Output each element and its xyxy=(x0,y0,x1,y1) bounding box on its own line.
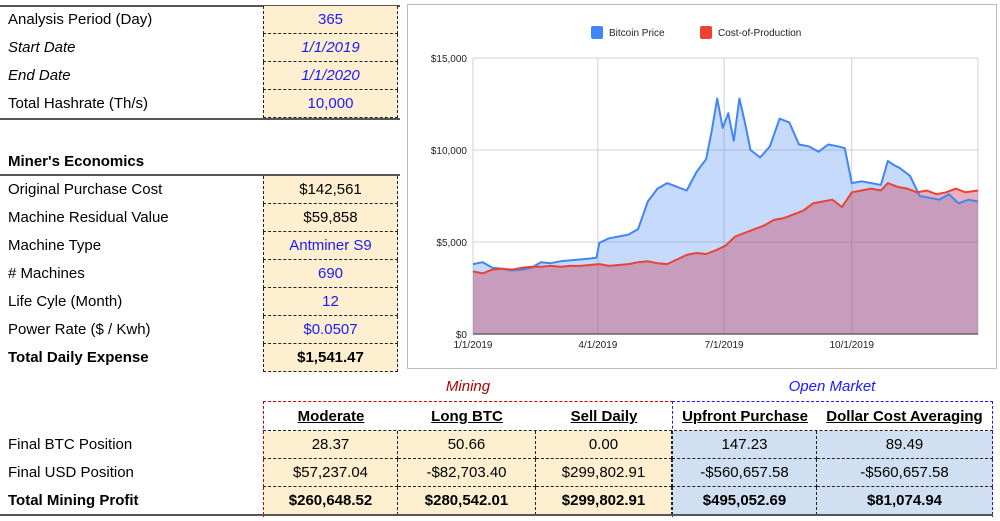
label-total-hashrate: Total Hashrate (Th/s) xyxy=(8,95,149,112)
field-start-date[interactable]: 1/1/2019 xyxy=(263,34,398,62)
area-fill-bitcoin-price xyxy=(473,98,978,334)
field-original-purchase-cost: $142,561 xyxy=(263,176,398,204)
cell-final-btc-long-btc: 50.66 xyxy=(398,431,536,459)
row-label-total-mining-profit: Total Mining Profit xyxy=(8,492,139,509)
cell-final-btc-moderate: 28.37 xyxy=(263,431,398,459)
cell-profit-sell-daily: $299,802.91 xyxy=(536,487,672,515)
cell-final-btc-upfront-purchase: 147.23 xyxy=(672,431,817,459)
label-power-rate: Power Rate ($ / Kwh) xyxy=(8,321,151,338)
chart-svg: Bitcoin Price Cost-of-Production $15,000… xyxy=(431,26,979,351)
legend-label-cost-of-production: Cost-of-Production xyxy=(718,28,801,39)
field-total-daily-expense: $1,541.47 xyxy=(263,344,398,372)
cell-profit-moderate: $260,648.52 xyxy=(263,487,398,515)
cell-final-usd-upfront-purchase: -$560,657.58 xyxy=(672,459,817,487)
legend-swatch-cost-of-production xyxy=(700,26,712,39)
column-header-long-btc: Long BTC xyxy=(431,408,503,425)
area-fill-cost-of-production xyxy=(473,183,978,334)
cell-final-btc-dca: 89.49 xyxy=(817,431,993,459)
y-tick-label: $10,000 xyxy=(431,146,468,157)
cell-profit-long-btc: $280,542.01 xyxy=(398,487,536,515)
cell-final-usd-moderate: $57,237.04 xyxy=(263,459,398,487)
field-analysis-period[interactable]: 365 xyxy=(263,6,398,34)
field-life-cycle[interactable]: 12 xyxy=(263,288,398,316)
column-header-sell-daily: Sell Daily xyxy=(570,408,638,425)
group-title-open-market: Open Market xyxy=(788,378,876,395)
field-power-rate[interactable]: $0.0507 xyxy=(263,316,398,344)
cell-profit-dca: $81,074.94 xyxy=(817,487,993,515)
label-machine-residual-value: Machine Residual Value xyxy=(8,209,169,226)
x-tick-label: 10/1/2019 xyxy=(830,340,875,351)
price-chart[interactable]: Bitcoin Price Cost-of-Production $15,000… xyxy=(407,4,997,369)
top-border xyxy=(0,5,400,7)
label-machine-type: Machine Type xyxy=(8,237,102,254)
column-header-upfront-purchase: Upfront Purchase xyxy=(682,408,808,425)
cell-profit-upfront-purchase: $495,052.69 xyxy=(672,487,817,515)
column-header-moderate: Moderate xyxy=(297,408,365,425)
inputs-bottom-border xyxy=(0,118,400,120)
legend-label-bitcoin-price: Bitcoin Price xyxy=(609,28,665,39)
column-header-dollar-cost-averaging: Dollar Cost Averaging xyxy=(826,408,983,425)
section-title-miners-economics: Miner's Economics xyxy=(8,153,145,170)
x-tick-label: 7/1/2019 xyxy=(705,340,744,351)
x-tick-label: 4/1/2019 xyxy=(578,340,617,351)
label-life-cycle: Life Cyle (Month) xyxy=(8,293,123,310)
field-machine-residual-value: $59,858 xyxy=(263,204,398,232)
legend-swatch-bitcoin-price xyxy=(591,26,603,39)
label-num-machines: # Machines xyxy=(8,265,85,282)
label-total-daily-expense: Total Daily Expense xyxy=(8,349,149,366)
economics-top-border xyxy=(0,174,400,176)
label-end-date: End Date xyxy=(8,67,71,84)
row-label-final-usd-position: Final USD Position xyxy=(8,464,134,481)
cell-final-usd-sell-daily: $299,802.91 xyxy=(536,459,672,487)
field-total-hashrate[interactable]: 10,000 xyxy=(263,90,398,118)
field-machine-type[interactable]: Antminer S9 xyxy=(263,232,398,260)
cell-final-btc-sell-daily: 0.00 xyxy=(536,431,672,459)
chart-legend: Bitcoin Price Cost-of-Production xyxy=(591,26,801,39)
label-original-purchase-cost: Original Purchase Cost xyxy=(8,181,163,198)
field-num-machines[interactable]: 690 xyxy=(263,260,398,288)
cell-final-usd-long-btc: -$82,703.40 xyxy=(398,459,536,487)
cell-final-usd-dca: -$560,657.58 xyxy=(817,459,993,487)
y-tick-label: $0 xyxy=(456,330,468,341)
x-tick-label: 1/1/2019 xyxy=(454,340,493,351)
field-end-date[interactable]: 1/1/2020 xyxy=(263,62,398,90)
table-bottom-border xyxy=(0,514,993,516)
y-tick-label: $15,000 xyxy=(431,54,468,65)
label-analysis-period: Analysis Period (Day) xyxy=(8,11,153,28)
label-start-date: Start Date xyxy=(8,39,76,56)
group-title-mining: Mining xyxy=(445,378,491,395)
row-label-final-btc-position: Final BTC Position xyxy=(8,436,133,453)
header-bottom-border xyxy=(263,430,993,431)
y-tick-label: $5,000 xyxy=(436,238,467,249)
